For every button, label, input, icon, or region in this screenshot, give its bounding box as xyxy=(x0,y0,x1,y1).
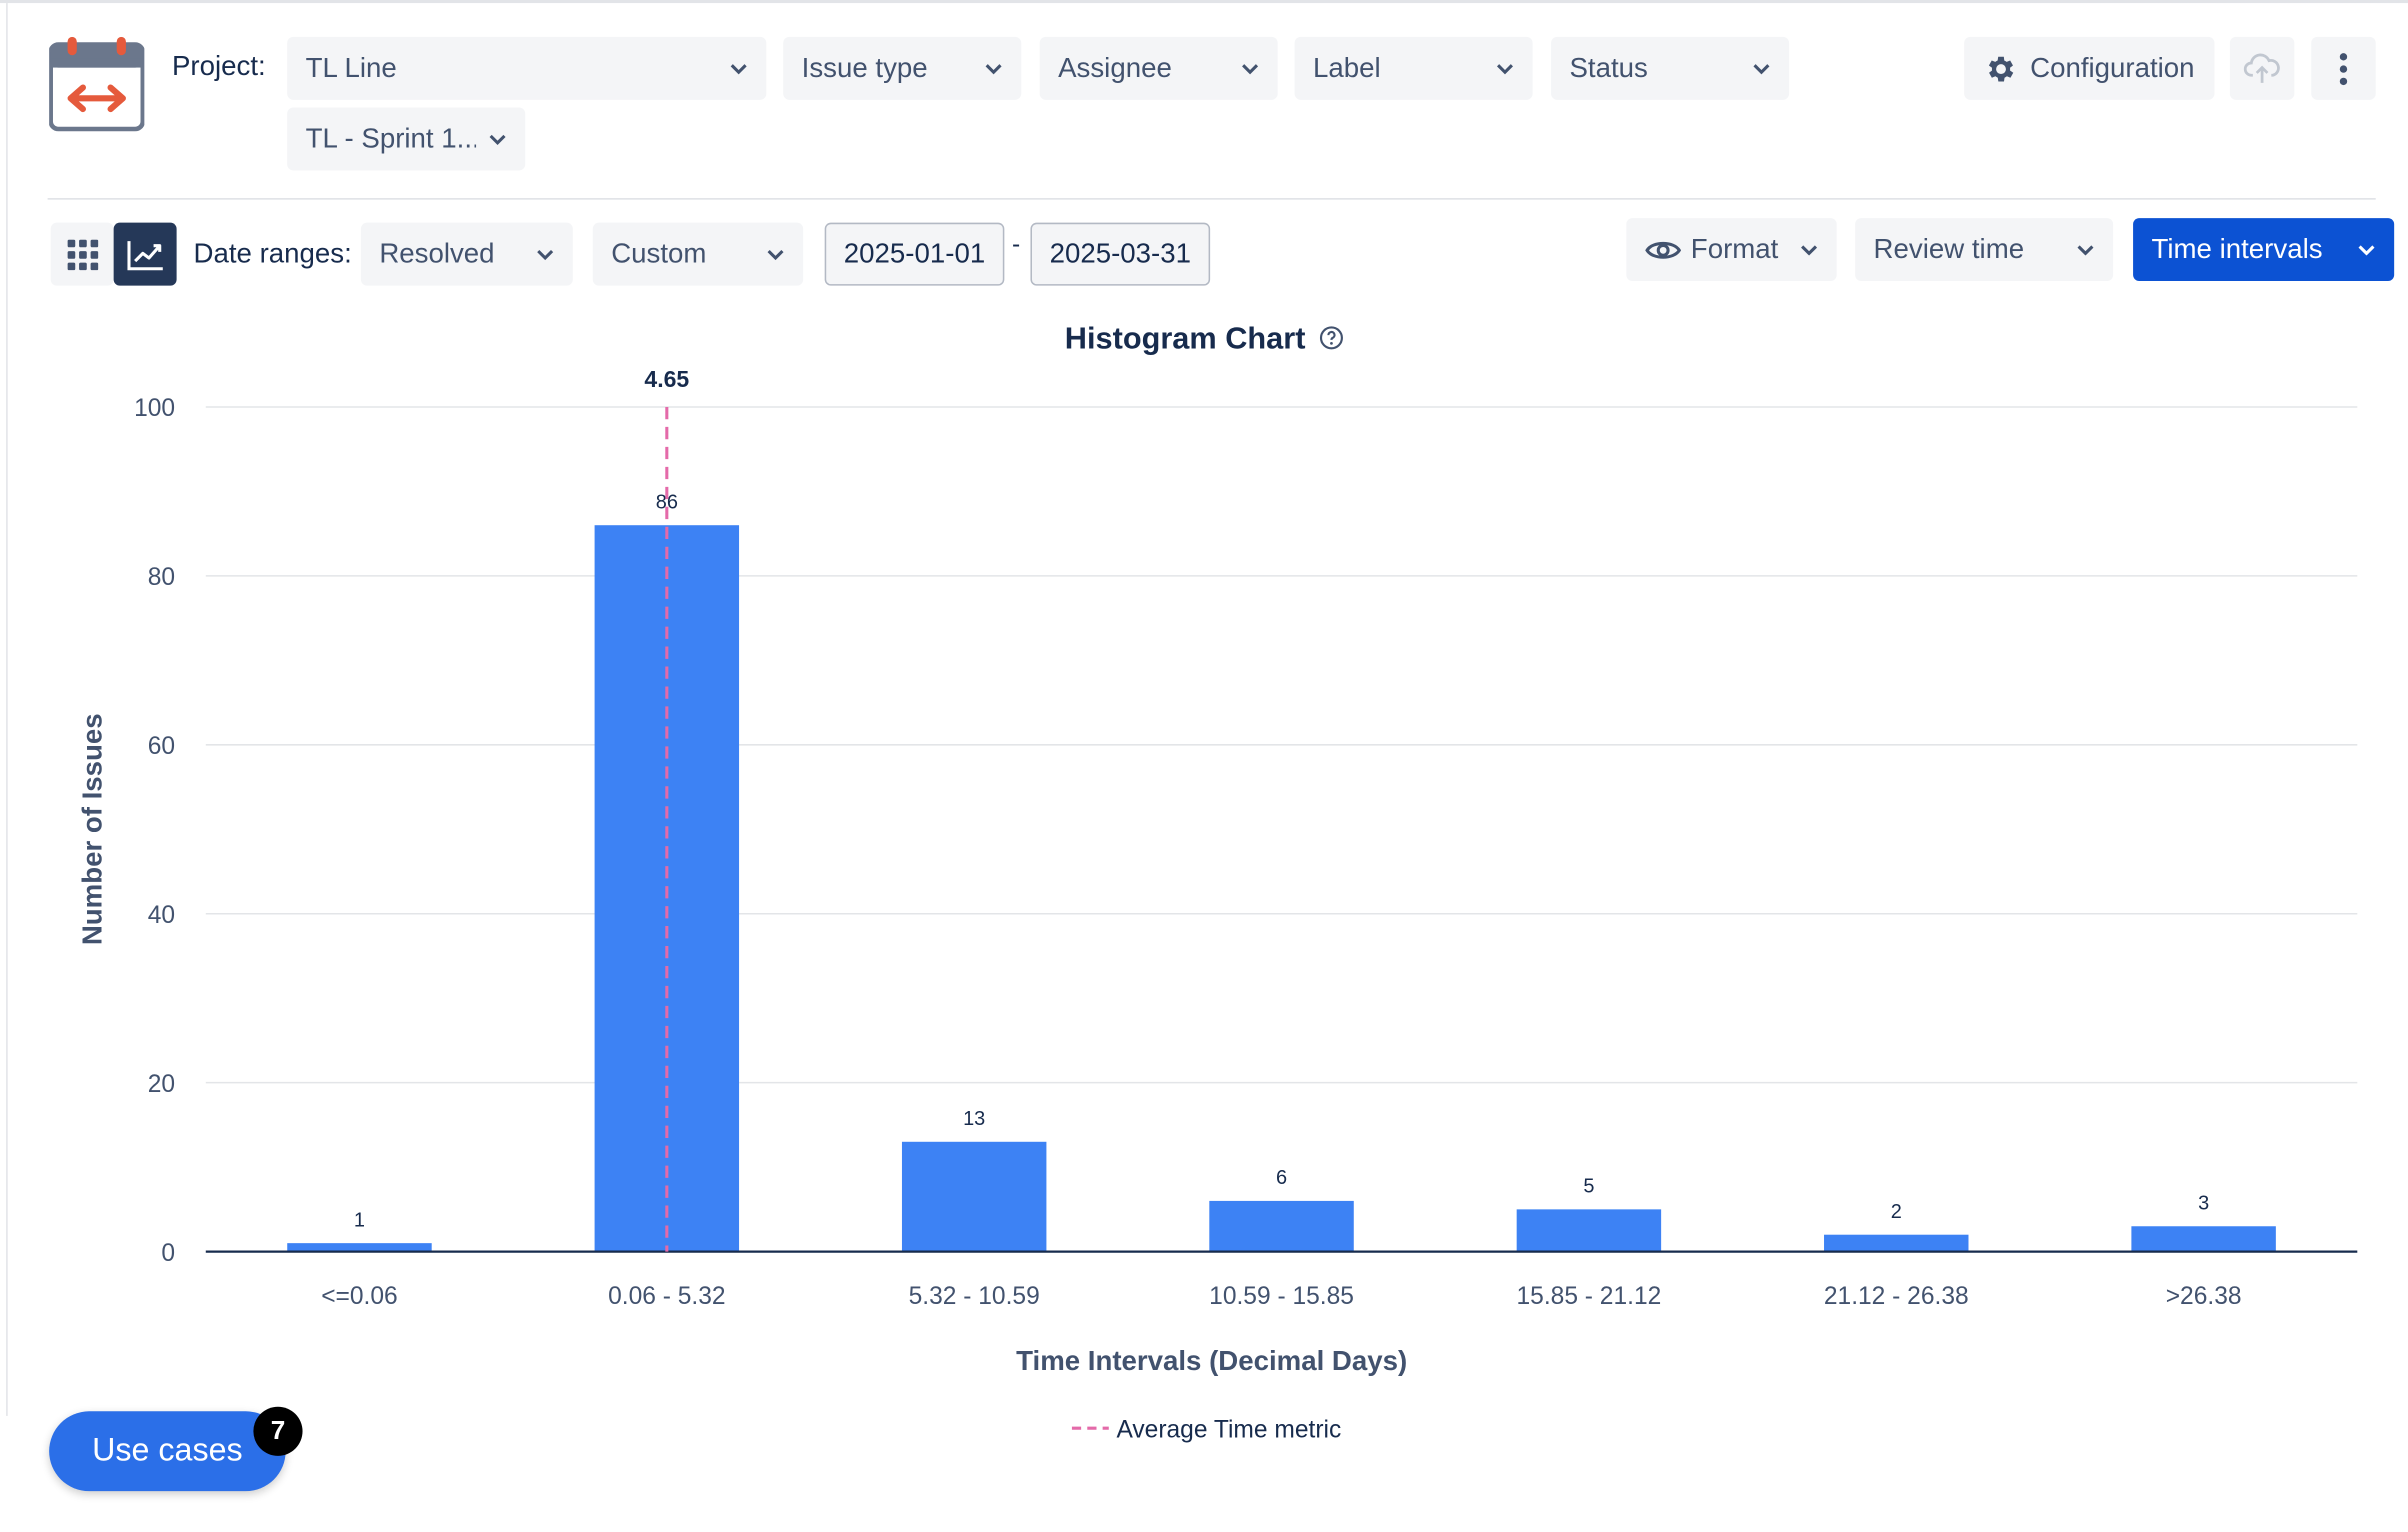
y-tick-label: 0 xyxy=(161,1240,175,1267)
use-cases-button[interactable]: Use cases xyxy=(49,1411,286,1492)
chevron-down-icon xyxy=(489,134,506,145)
cloud-upload-icon xyxy=(2243,52,2280,83)
grid-icon xyxy=(66,238,98,270)
start-date-input[interactable]: 2025-01-01 xyxy=(824,222,1005,286)
chevron-down-icon xyxy=(730,63,747,74)
y-tick-label: 80 xyxy=(148,564,175,591)
histogram-bar xyxy=(901,1141,1047,1252)
y-tick-label: 40 xyxy=(148,902,175,929)
histogram-bar xyxy=(1824,1234,1969,1252)
y-tick-label: 100 xyxy=(134,395,175,422)
line-chart-icon xyxy=(126,240,163,270)
date-preset-select[interactable]: Custom xyxy=(592,222,804,286)
gear-icon xyxy=(1988,55,2014,81)
sprint-select[interactable]: TL - Sprint 1... xyxy=(287,107,526,171)
bar-value-label: 3 xyxy=(2198,1192,2209,1214)
label-select[interactable]: Label xyxy=(1294,36,1533,100)
help-icon[interactable] xyxy=(1319,326,1344,351)
x-tick-label: >26.38 xyxy=(2166,1283,2242,1310)
project-select[interactable]: TL Line xyxy=(287,36,767,100)
bar-value-label: 13 xyxy=(963,1108,985,1130)
x-axis-title: Time Intervals (Decimal Days) xyxy=(1016,1345,1407,1376)
cloud-upload-button[interactable] xyxy=(2229,36,2295,100)
status-select[interactable]: Status xyxy=(1551,36,1790,100)
chevron-down-icon xyxy=(1496,63,1513,74)
time-intervals-label: Time intervals xyxy=(2151,233,2323,265)
review-time-label: Review time xyxy=(1873,233,2025,265)
calendar-arrows-icon xyxy=(49,36,145,132)
y-tick-label: 20 xyxy=(148,1071,175,1098)
format-label: Format xyxy=(1690,233,1779,265)
x-tick-label: 10.59 - 15.85 xyxy=(1209,1283,1354,1310)
x-tick-label: 5.32 - 10.59 xyxy=(909,1283,1040,1310)
issue-type-label: Issue type xyxy=(801,52,928,83)
time-intervals-select[interactable]: Time intervals xyxy=(2133,218,2395,282)
histogram-bar xyxy=(1209,1200,1354,1252)
use-cases-count-badge: 7 xyxy=(253,1406,303,1456)
bar-value-label: 1 xyxy=(354,1209,365,1231)
date-range-dash: - xyxy=(1012,231,1021,258)
date-ranges-label: Date ranges: xyxy=(193,238,352,269)
eye-icon xyxy=(1645,241,1682,258)
label-select-label: Label xyxy=(1313,52,1381,83)
assignee-label: Assignee xyxy=(1058,52,1172,83)
chevron-down-icon xyxy=(767,249,784,260)
assignee-select[interactable]: Assignee xyxy=(1039,36,1278,100)
top-border xyxy=(0,0,2408,4)
chevron-down-icon xyxy=(2358,244,2375,255)
chevron-down-icon xyxy=(1801,244,1818,255)
chart-title: Histogram Chart xyxy=(1064,322,1306,357)
bar-value-label: 2 xyxy=(1891,1201,1902,1223)
y-tick-label: 60 xyxy=(148,733,175,760)
chevron-down-icon xyxy=(1242,63,1259,74)
x-tick-label: 21.12 - 26.38 xyxy=(1824,1283,1969,1310)
date-field-select[interactable]: Resolved xyxy=(360,222,573,286)
configuration-label: Configuration xyxy=(2030,52,2195,83)
histogram-bar xyxy=(1516,1209,1662,1252)
average-value-label: 4.65 xyxy=(644,366,689,392)
bar-value-label: 6 xyxy=(1276,1167,1287,1189)
more-options-button[interactable] xyxy=(2311,36,2376,100)
configuration-button[interactable]: Configuration xyxy=(1964,36,2215,100)
x-tick-label: <=0.06 xyxy=(321,1283,398,1310)
chevron-down-icon xyxy=(1753,63,1770,74)
status-label: Status xyxy=(1569,52,1648,83)
bar-value-label: 86 xyxy=(656,491,678,513)
histogram-bar xyxy=(287,1243,432,1252)
sprint-label: TL - Sprint 1... xyxy=(305,122,477,154)
left-border xyxy=(6,3,8,1416)
x-tick-label: 0.06 - 5.32 xyxy=(608,1283,725,1310)
review-time-select[interactable]: Review time xyxy=(1855,218,2114,282)
date-preset-value: Custom xyxy=(611,238,707,269)
bar-value-label: 5 xyxy=(1583,1175,1594,1197)
project-select-value: TL Line xyxy=(305,52,397,83)
date-field-value: Resolved xyxy=(379,238,495,269)
header-separator xyxy=(47,198,2376,200)
more-vertical-icon xyxy=(2339,52,2348,85)
chart-view-button[interactable] xyxy=(113,222,177,286)
project-label: Project: xyxy=(171,50,266,82)
end-date-input[interactable]: 2025-03-31 xyxy=(1030,222,1211,286)
histogram-chart: 0 20 40 60 80 100 1 <=0.06 86 0.06 - 5.32 13 5.32 -… xyxy=(76,366,2358,1443)
legend-label: Average Time metric xyxy=(1116,1416,1341,1443)
histogram-bar xyxy=(2131,1226,2276,1252)
issue-type-select[interactable]: Issue type xyxy=(783,36,1022,100)
grid-view-button[interactable] xyxy=(50,222,114,286)
chevron-down-icon xyxy=(537,249,554,260)
y-axis-title: Number of Issues xyxy=(76,713,107,945)
x-tick-label: 15.85 - 21.12 xyxy=(1517,1283,1662,1310)
chevron-down-icon xyxy=(985,63,1002,74)
chevron-down-icon xyxy=(2077,244,2094,255)
format-select[interactable]: Format xyxy=(1626,218,1837,282)
chart-title-row: Histogram Chart xyxy=(0,322,2408,357)
